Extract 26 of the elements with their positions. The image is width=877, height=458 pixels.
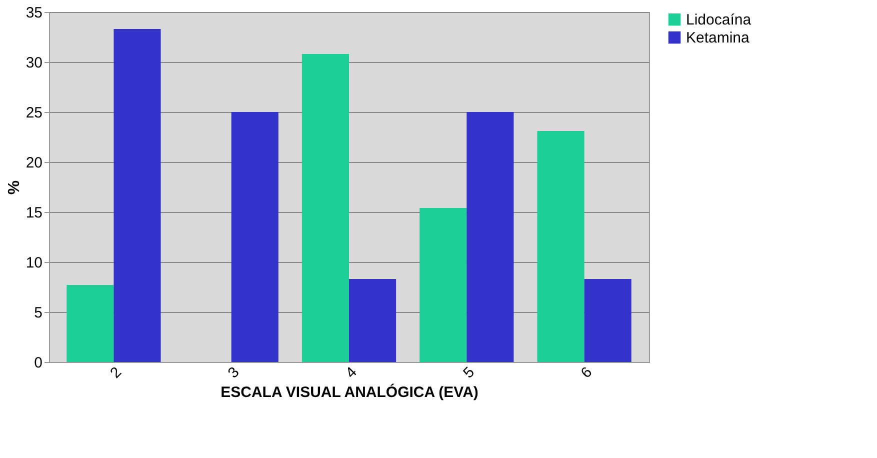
y-tick-label: 5	[34, 304, 42, 322]
x-tick-label: 2	[107, 364, 126, 382]
x-tick-label: 5	[460, 364, 478, 382]
bar	[537, 131, 584, 362]
y-tick-label: 15	[26, 204, 42, 222]
legend-label: Lidocaína	[686, 12, 752, 28]
bar	[420, 208, 467, 362]
bar	[114, 29, 161, 362]
x-tick-label: 4	[342, 364, 360, 382]
bar	[302, 54, 349, 362]
bar	[466, 112, 514, 362]
y-tick-label: 20	[26, 154, 42, 172]
bar	[66, 285, 114, 362]
x-tick-label: 3	[224, 364, 243, 382]
x-axis-title: ESCALA VISUAL ANALÓGICA (EVA)	[220, 383, 478, 402]
bar	[584, 279, 632, 362]
x-tick-label: 6	[578, 364, 596, 382]
legend-label: Ketamina	[686, 30, 750, 46]
y-tick-label: 30	[26, 54, 42, 72]
y-tick-label: 35	[26, 4, 42, 22]
y-tick-label: 25	[26, 104, 42, 122]
y-tick-label: 0	[34, 354, 42, 372]
bar	[349, 279, 396, 362]
y-tick-label: 10	[26, 254, 42, 272]
y-axis-title: %	[6, 180, 23, 195]
bar	[231, 112, 278, 362]
